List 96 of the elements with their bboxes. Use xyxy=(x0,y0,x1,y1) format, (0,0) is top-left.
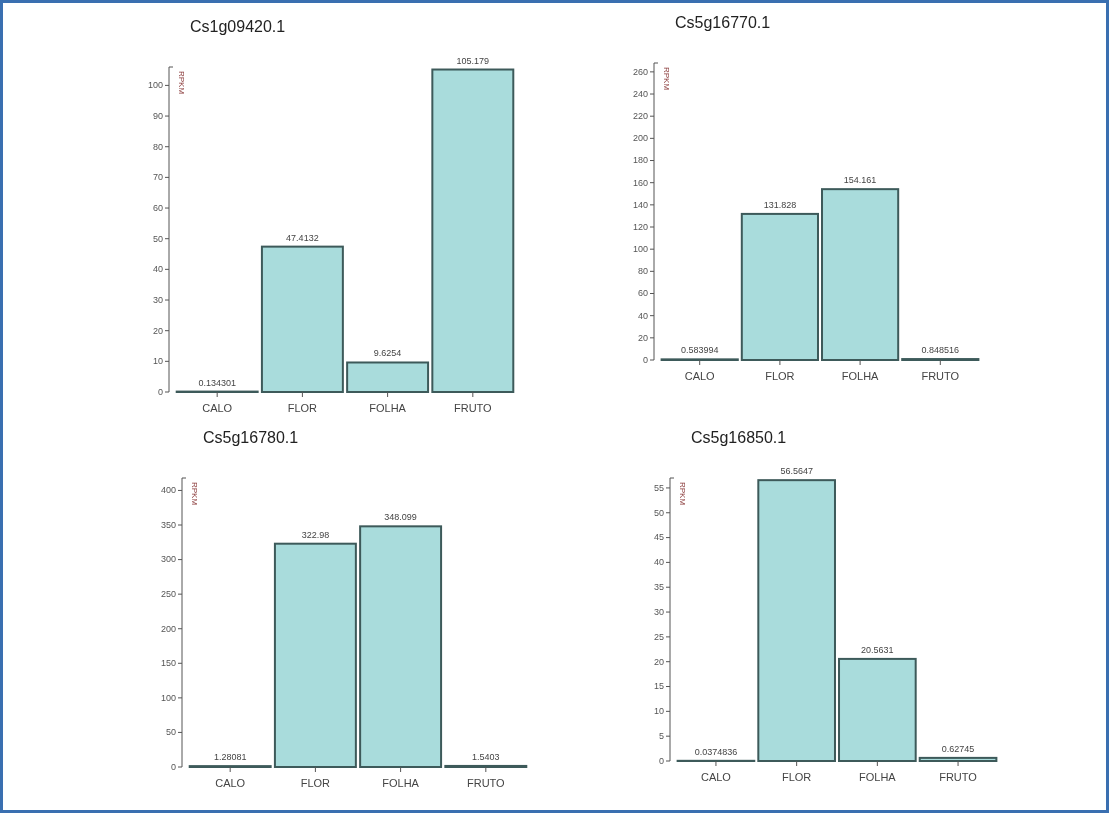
data-label: 1.5403 xyxy=(472,751,500,762)
x-tick-label: FLOR xyxy=(765,370,795,382)
y-tick-label: 260 xyxy=(632,66,648,77)
y-tick-label: 30 xyxy=(152,294,163,305)
bar xyxy=(821,188,900,361)
y-tick-label: 55 xyxy=(653,482,664,493)
chart-title: Cs1g09420.1 xyxy=(190,18,286,35)
y-tick-label: 25 xyxy=(653,631,664,642)
y-tick-label: 50 xyxy=(152,233,163,244)
y-tick-label: 150 xyxy=(160,658,176,669)
y-tick-label: 10 xyxy=(152,356,163,367)
data-label: 0.62745 xyxy=(941,743,975,754)
y-tick-label: 40 xyxy=(653,557,664,568)
y-tick-label: 20 xyxy=(637,332,648,343)
data-label: 105.179 xyxy=(456,55,490,66)
y-tick-label: 70 xyxy=(152,172,163,183)
data-label: 0.583994 xyxy=(680,345,719,356)
data-label: 56.5647 xyxy=(780,466,813,477)
y-tick-label: 100 xyxy=(632,244,648,255)
y-tick-label: 40 xyxy=(152,264,163,275)
y-axis-title: RPKM xyxy=(190,482,199,506)
y-tick-label: 60 xyxy=(152,202,163,213)
x-tick-label: FRUTO xyxy=(939,771,978,783)
y-tick-label: 120 xyxy=(632,221,648,232)
data-label: 0.848516 xyxy=(921,345,960,356)
x-tick-label: CALO xyxy=(700,771,732,783)
y-tick-label: 50 xyxy=(165,727,176,738)
bar xyxy=(431,68,515,393)
x-tick-label: FLOR xyxy=(781,771,812,783)
bar xyxy=(918,756,998,762)
y-tick-label: 40 xyxy=(637,310,648,321)
data-label: 131.828 xyxy=(763,199,797,210)
x-tick-label: FRUTO xyxy=(466,777,506,789)
y-tick-label: 0 xyxy=(157,386,163,397)
y-tick-label: 100 xyxy=(147,80,163,91)
chart-title: Cs5g16850.1 xyxy=(691,429,787,446)
x-tick-label: FOLHA xyxy=(369,402,407,414)
y-tick-label: 15 xyxy=(653,681,664,692)
y-tick-label: 5 xyxy=(658,731,664,742)
y-axis-title: RPKM xyxy=(678,482,687,506)
x-tick-label: FLOR xyxy=(287,402,318,414)
y-tick-label: 220 xyxy=(632,111,648,122)
y-tick-label: 10 xyxy=(653,706,664,717)
bar xyxy=(260,245,344,393)
bar xyxy=(838,657,917,762)
data-label: 0.134301 xyxy=(198,377,236,388)
y-tick-label: 90 xyxy=(152,110,163,121)
y-tick-label: 80 xyxy=(637,266,648,277)
y-tick-label: 300 xyxy=(160,554,176,565)
x-tick-label: CALO xyxy=(215,777,246,789)
bar xyxy=(273,542,357,768)
data-label: 9.6254 xyxy=(373,348,402,359)
y-tick-label: 20 xyxy=(152,325,163,336)
data-label: 1.28081 xyxy=(213,752,247,763)
y-tick-label: 20 xyxy=(653,656,664,667)
data-label: 348.099 xyxy=(384,512,417,523)
y-tick-label: 30 xyxy=(653,606,664,617)
x-tick-label: CALO xyxy=(202,402,233,414)
data-label: 20.5631 xyxy=(861,644,894,655)
x-tick-label: FRUTO xyxy=(921,370,960,382)
y-tick-label: 180 xyxy=(632,155,648,166)
y-tick-label: 0 xyxy=(642,354,648,365)
bar xyxy=(346,361,430,393)
bar xyxy=(757,479,836,762)
data-label: 0.0374836 xyxy=(694,746,738,757)
y-tick-label: 35 xyxy=(653,582,664,593)
y-tick-label: 160 xyxy=(632,177,648,188)
data-label: 154.161 xyxy=(843,175,877,186)
y-tick-label: 80 xyxy=(152,141,163,152)
y-tick-label: 400 xyxy=(160,485,176,496)
bar xyxy=(359,525,443,768)
y-tick-label: 200 xyxy=(160,623,176,634)
x-tick-label: FOLHA xyxy=(841,370,880,382)
y-axis-title: RPKM xyxy=(662,67,671,91)
y-tick-label: 250 xyxy=(160,589,176,600)
y-tick-label: 350 xyxy=(160,519,176,530)
y-tick-label: 45 xyxy=(653,532,664,543)
chart-title: Cs5g16770.1 xyxy=(675,14,771,31)
x-tick-label: FLOR xyxy=(300,777,331,789)
bar xyxy=(740,212,819,361)
x-tick-label: FRUTO xyxy=(453,402,493,414)
y-axis-title: RPKM xyxy=(177,71,186,95)
x-tick-label: FOLHA xyxy=(382,777,420,789)
data-label: 47.4132 xyxy=(286,232,319,243)
y-tick-label: 200 xyxy=(632,133,648,144)
chart-title: Cs5g16780.1 xyxy=(203,429,299,446)
x-tick-label: CALO xyxy=(684,370,716,382)
y-tick-label: 100 xyxy=(160,692,176,703)
y-tick-label: 0 xyxy=(658,755,664,766)
y-tick-label: 50 xyxy=(653,507,664,518)
y-tick-label: 60 xyxy=(637,288,648,299)
y-tick-label: 240 xyxy=(632,88,648,99)
y-tick-label: 0 xyxy=(170,761,176,772)
y-tick-label: 140 xyxy=(632,199,648,210)
x-tick-label: FOLHA xyxy=(859,771,897,783)
data-label: 322.98 xyxy=(301,529,330,540)
